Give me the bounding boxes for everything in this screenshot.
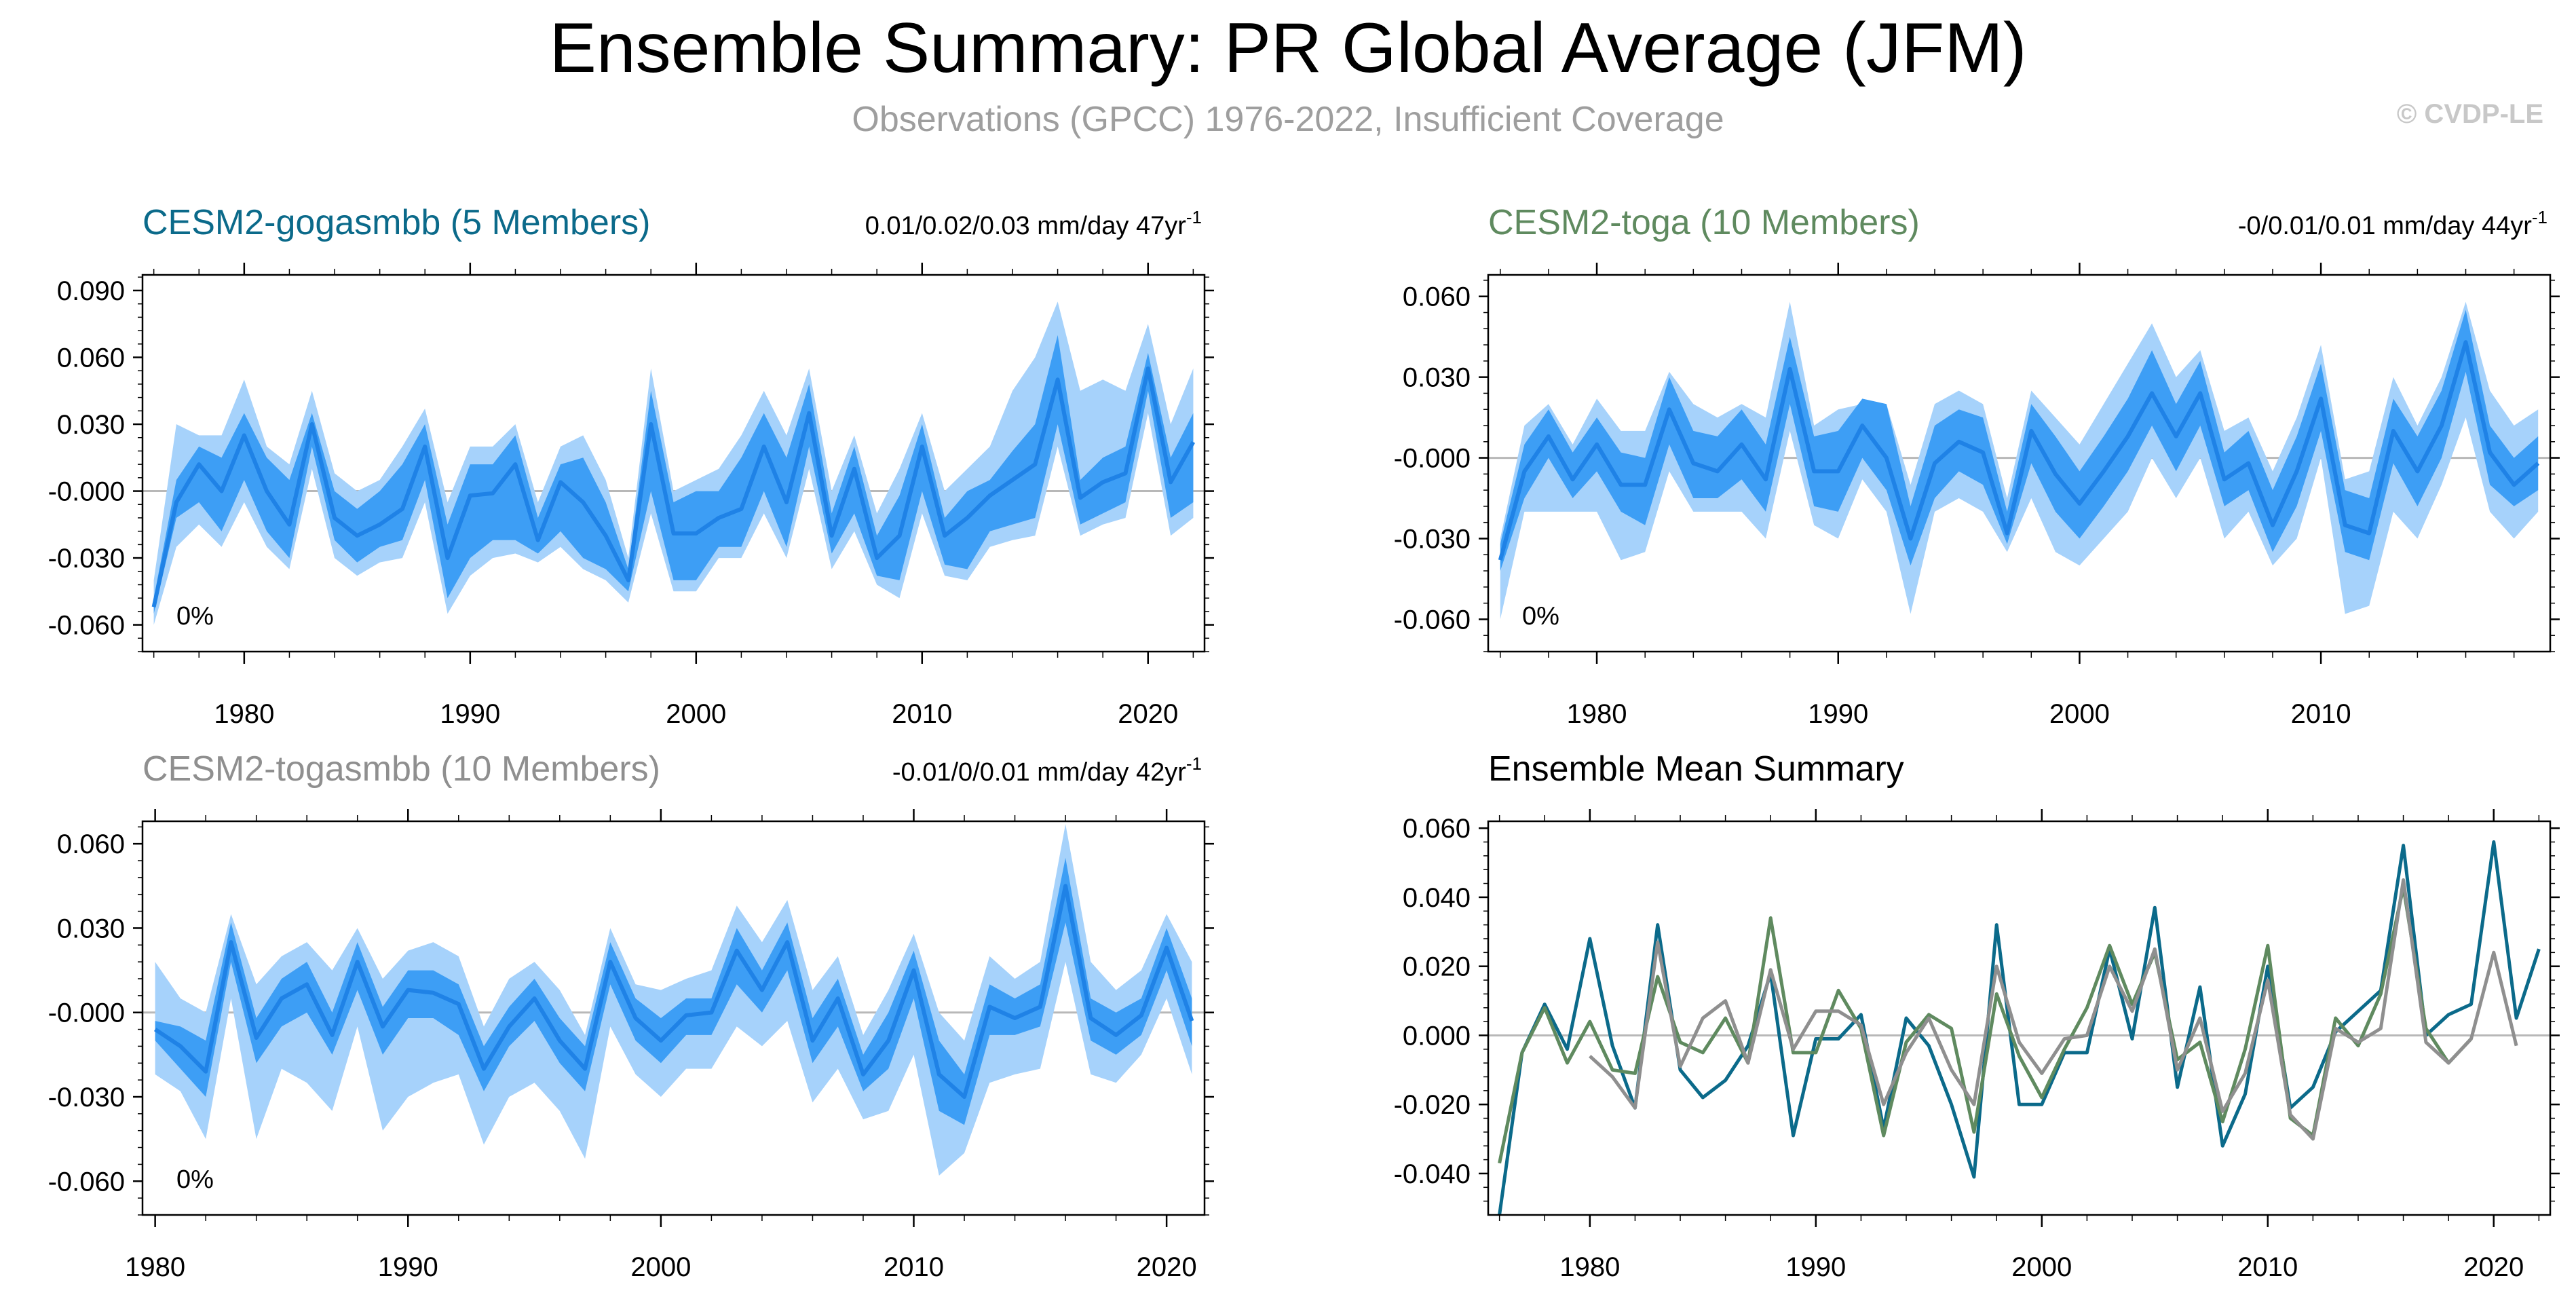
inner-range-band [153,335,1194,614]
ensemble-mean-line [1498,340,2540,561]
y-tick-label: 0.030 [57,914,125,943]
trend-text: 0.01/0.02/0.03 mm/day 47yr [865,212,1187,240]
y-tick-label: -0.000 [48,998,125,1028]
x-tick-label: 2000 [666,699,726,729]
panel-toga: CESM2-toga (10 Members) -0/0.01/0.01 mm/d… [1394,203,2560,729]
outer-range-band [153,301,1194,625]
x-tick-label: 2010 [2291,699,2351,729]
percent-label: 0% [176,602,214,631]
panel-gogasmbb: CESM2-gogasmbb (5 Members) 0.01/0.02/0.03… [48,203,1214,729]
ensemble-mean-line [151,366,1196,607]
outer-range-band [155,824,1192,1176]
x-tick-label: 1980 [1559,1252,1620,1282]
x-tick-label: 2020 [2463,1252,2524,1282]
y-tick-label: 0.060 [1403,282,1471,312]
y-tick-label: -0.000 [48,477,125,507]
plot-frame [1487,274,2552,653]
y-tick-label: -0.040 [1394,1159,1471,1189]
x-tick-label: 2010 [2237,1252,2298,1282]
series-line-CESM2-togasmbb [1589,878,2518,1141]
ensemble-mean-line [153,884,1194,1099]
y-tick-label: -0.060 [48,611,125,641]
plot-frame [141,274,1206,653]
inner-range-band [155,857,1192,1125]
x-tick-label: 2000 [2049,699,2110,729]
credit-watermark: © CVDP-LE [2396,99,2543,129]
panel-title: CESM2-toga (10 Members) [1488,203,1920,242]
series-line-CESM2-gogasmbb [1498,840,2541,1216]
y-tick-label: 0.060 [57,343,125,373]
panel-title: CESM2-gogasmbb (5 Members) [143,203,650,242]
y-tick-label: 0.090 [57,276,125,306]
panel-togasmbb: CESM2-togasmbb (10 Members) -0.01/0/0.01 … [48,749,1214,1282]
panel-title: CESM2-togasmbb (10 Members) [143,749,660,789]
y-tick-label: -0.060 [1394,605,1471,635]
x-tick-label: 2020 [1137,1252,1197,1282]
x-tick-label: 1980 [125,1252,185,1282]
percent-label: 0% [1522,602,1559,631]
y-tick-label: 0.030 [57,410,125,440]
y-tick-label: 0.030 [1403,363,1471,393]
y-tick-label: -0.030 [48,544,125,574]
trend-label: -0.01/0/0.01 mm/day 42yr-1 [892,753,1202,787]
y-tick-label: 0.000 [1403,1021,1471,1051]
x-tick-label: 1980 [214,699,274,729]
plot-frame [141,820,1206,1216]
inner-range-band [1500,310,2539,571]
x-tick-label: 1990 [1785,1252,1846,1282]
y-tick-label: -0.060 [48,1167,125,1197]
y-tick-label: 0.060 [57,829,125,859]
x-tick-label: 2010 [892,699,952,729]
x-tick-label: 2010 [884,1252,944,1282]
subtitle: Observations (GPCC) 1976-2022, Insuffici… [852,100,1724,139]
x-tick-label: 1990 [378,1252,438,1282]
y-tick-label: 0.020 [1403,952,1471,982]
x-tick-label: 2020 [1118,699,1178,729]
y-tick-label: 0.040 [1403,883,1471,913]
trend-label: 0.01/0.02/0.03 mm/day 47yr-1 [865,207,1202,240]
trend-superscript: -1 [1186,753,1202,774]
y-tick-label: -0.030 [1394,525,1471,555]
panel-title: Ensemble Mean Summary [1488,749,1904,789]
x-tick-label: 1980 [1567,699,1627,729]
y-tick-label: -0.030 [48,1083,125,1112]
y-tick-label: -0.000 [1394,444,1471,474]
x-tick-label: 1990 [440,699,500,729]
x-tick-label: 1990 [1808,699,1868,729]
trend-superscript: -1 [1186,207,1202,227]
x-tick-label: 2000 [630,1252,691,1282]
y-tick-label: 0.060 [1403,814,1471,844]
panel-ensemble_mean: Ensemble Mean Summary 0.060 0.040 0.020 0.00… [1394,749,2560,1282]
main-title: Ensemble Summary: PR Global Average (JFM… [549,9,2027,88]
trend-label: -0/0.01/0.01 mm/day 44yr-1 [2238,207,2547,240]
trend-text: -0/0.01/0.01 mm/day 44yr [2238,212,2532,240]
trend-superscript: -1 [2532,207,2547,227]
percent-label: 0% [176,1165,214,1194]
x-tick-label: 2000 [2011,1252,2072,1282]
trend-text: -0.01/0/0.01 mm/day 42yr [892,758,1186,787]
y-tick-label: -0.020 [1394,1090,1471,1120]
plot-frame [1487,820,2552,1216]
